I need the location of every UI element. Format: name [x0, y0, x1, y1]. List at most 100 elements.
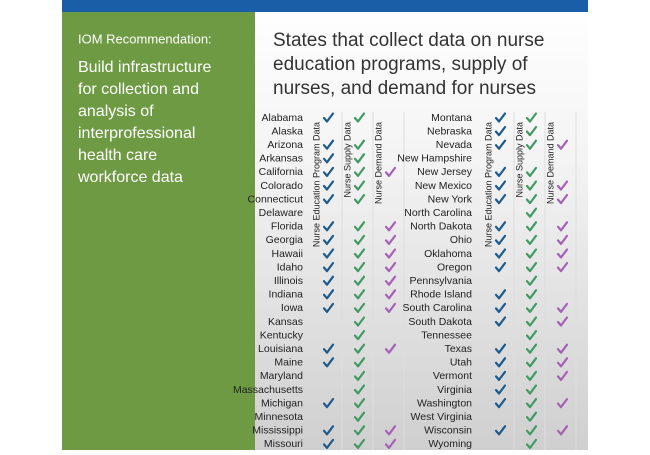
- check-mark: [384, 425, 397, 436]
- check-mark: [525, 126, 538, 137]
- check-mark: [525, 343, 538, 354]
- state-name: Illinois: [274, 275, 303, 287]
- check-mark: [384, 289, 397, 300]
- check-mark: [353, 384, 366, 395]
- column-header: Nurse Demand Data: [545, 122, 555, 204]
- check-mark: [494, 302, 507, 313]
- check-mark: [494, 289, 507, 300]
- check-mark: [494, 248, 507, 259]
- check-mark: [556, 139, 569, 150]
- check-mark: [384, 343, 397, 354]
- check-mark: [525, 221, 538, 232]
- state-name: Michigan: [261, 397, 303, 409]
- state-name: Alaska: [271, 125, 303, 137]
- state-name: Hawaii: [271, 248, 303, 260]
- panel-text: for collection and: [78, 81, 199, 98]
- check-mark: [525, 112, 538, 123]
- state-name: South Dakota: [408, 316, 472, 328]
- check-mark: [525, 438, 538, 449]
- check-mark: [525, 248, 538, 259]
- check-mark: [556, 425, 569, 436]
- state-name: New Hampshire: [397, 153, 472, 165]
- title: education programs, supply of: [273, 54, 528, 75]
- check-mark: [353, 357, 366, 368]
- top-band: [62, 0, 588, 12]
- check-mark: [525, 234, 538, 245]
- check-mark: [494, 126, 507, 137]
- state-name: Pennsylvania: [410, 275, 473, 287]
- check-mark: [494, 370, 507, 381]
- check-mark: [384, 275, 397, 286]
- check-mark: [322, 112, 335, 123]
- check-mark: [353, 112, 366, 123]
- green-panel: [62, 12, 255, 450]
- check-mark: [525, 316, 538, 327]
- check-mark: [525, 262, 538, 273]
- state-name: Kentucky: [260, 329, 304, 341]
- check-mark: [556, 370, 569, 381]
- state-name: Connecticut: [248, 193, 304, 205]
- state-name: Kansas: [268, 316, 303, 328]
- state-name: Vermont: [433, 370, 472, 382]
- check-mark: [494, 357, 507, 368]
- state-name: Wisconsin: [424, 425, 472, 437]
- check-mark: [556, 357, 569, 368]
- state-name: Indiana: [269, 289, 304, 301]
- panel-text: analysis of: [78, 103, 154, 120]
- state-name: New Jersey: [417, 166, 473, 178]
- column-header: Nurse Demand Data: [373, 122, 383, 204]
- state-name: Alabama: [262, 112, 304, 124]
- check-mark: [322, 398, 335, 409]
- check-mark: [322, 275, 335, 286]
- state-name: Maryland: [260, 370, 303, 382]
- check-mark: [322, 425, 335, 436]
- check-mark: [494, 221, 507, 232]
- state-name: Tennessee: [421, 329, 472, 341]
- check-mark: [322, 180, 335, 191]
- check-mark: [322, 343, 335, 354]
- check-mark: [556, 316, 569, 327]
- panel-text: interprofessional: [78, 125, 195, 142]
- state-name: Missouri: [264, 438, 303, 450]
- state-name: South Carolina: [403, 302, 473, 314]
- check-mark: [556, 221, 569, 232]
- check-mark: [525, 139, 538, 150]
- check-mark: [353, 398, 366, 409]
- check-mark: [556, 234, 569, 245]
- column-header: Nurse Education Program Data: [483, 122, 493, 247]
- state-name: Massachusetts: [233, 384, 303, 396]
- check-mark: [525, 180, 538, 191]
- state-name: North Dakota: [410, 221, 472, 233]
- check-mark: [322, 248, 335, 259]
- check-mark: [353, 275, 366, 286]
- check-mark: [353, 343, 366, 354]
- check-mark: [353, 194, 366, 205]
- state-name: Arizona: [267, 139, 303, 151]
- state-name: West Virginia: [411, 411, 473, 423]
- state-name: Idaho: [277, 261, 303, 273]
- column-header: Nurse Supply Data: [342, 122, 352, 198]
- check-mark: [494, 139, 507, 150]
- state-name: Rhode Island: [410, 289, 472, 301]
- state-name: Virginia: [437, 384, 472, 396]
- check-mark: [384, 302, 397, 313]
- check-mark: [494, 234, 507, 245]
- check-mark: [525, 194, 538, 205]
- check-mark: [353, 302, 366, 313]
- state-name: Oklahoma: [424, 248, 472, 260]
- check-mark: [494, 180, 507, 191]
- check-mark: [322, 302, 335, 313]
- check-mark: [322, 166, 335, 177]
- check-mark: [494, 425, 507, 436]
- check-mark: [556, 302, 569, 313]
- check-mark: [494, 166, 507, 177]
- check-mark: [556, 343, 569, 354]
- check-mark: [322, 289, 335, 300]
- check-mark: [494, 194, 507, 205]
- state-name: Louisiana: [258, 343, 303, 355]
- check-mark: [525, 330, 538, 341]
- check-mark: [556, 180, 569, 191]
- state-name: Nevada: [436, 139, 472, 151]
- check-mark: [556, 398, 569, 409]
